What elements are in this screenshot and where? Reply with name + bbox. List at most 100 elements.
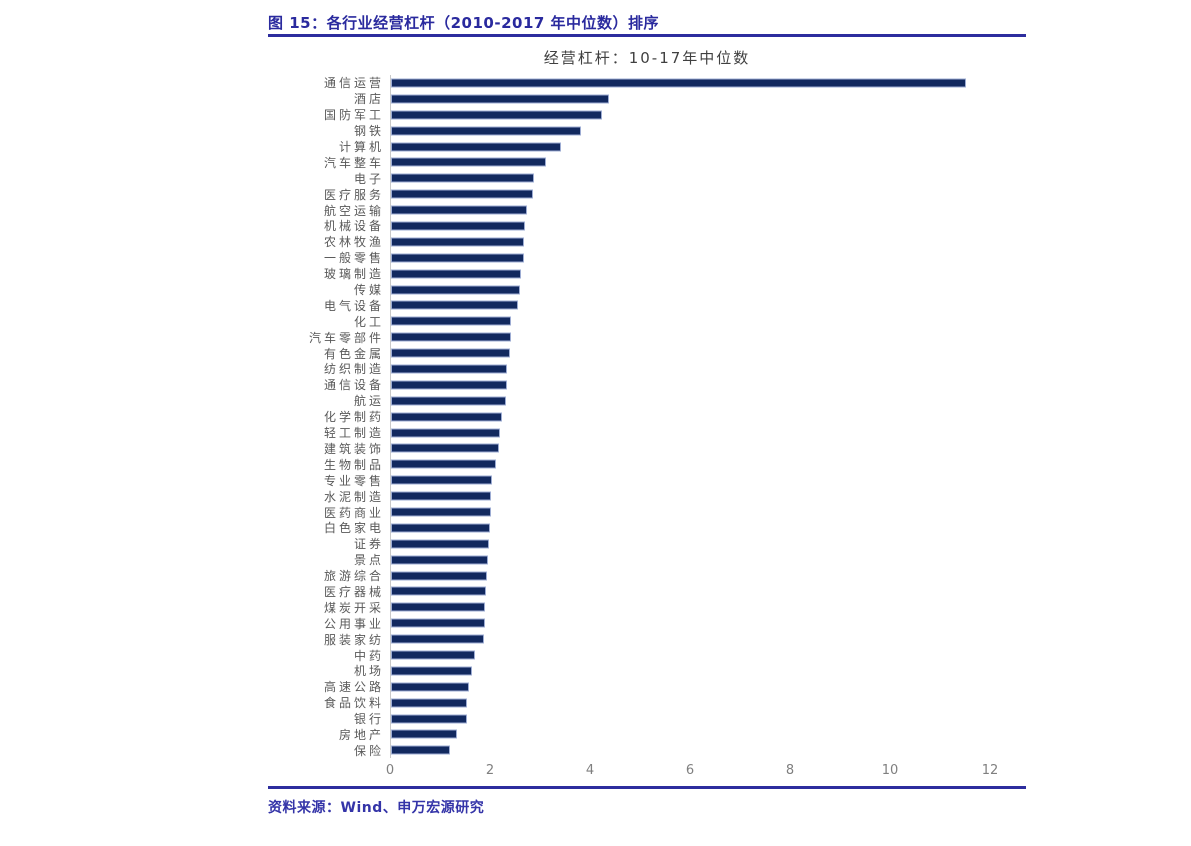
- x-tick-label: 0: [385, 763, 395, 779]
- chart-row: 航运: [268, 392, 1026, 409]
- bar: [391, 221, 525, 231]
- chart-row: 高速公路: [268, 678, 1026, 695]
- bar-track: [390, 392, 990, 409]
- bar: [391, 555, 488, 565]
- bar-track: [390, 408, 990, 425]
- category-label: 水泥制造: [323, 489, 384, 504]
- bar: [391, 173, 534, 183]
- bar: [391, 714, 467, 724]
- bar-track: [390, 599, 990, 616]
- bar-track: [390, 488, 990, 505]
- bar: [391, 491, 491, 501]
- x-tick-label: 12: [981, 763, 999, 779]
- bar-track: [390, 535, 990, 552]
- category-label: 房地产: [338, 727, 384, 742]
- category-label: 证券: [353, 537, 384, 552]
- bar: [391, 237, 524, 247]
- bar: [391, 189, 533, 199]
- bar-track: [390, 662, 990, 679]
- category-label: 机械设备: [323, 219, 384, 234]
- bar: [391, 475, 492, 485]
- bar-track: [390, 472, 990, 489]
- chart-row: 保险: [268, 742, 1026, 759]
- bar-track: [390, 742, 990, 759]
- bar-track: [390, 90, 990, 107]
- bar-track: [390, 345, 990, 362]
- bar: [391, 666, 472, 676]
- chart-row: 纺织制造: [268, 361, 1026, 377]
- bar: [391, 634, 484, 644]
- category-label: 保险: [353, 743, 384, 758]
- category-label: 汽车整车: [323, 155, 384, 170]
- category-label: 银行: [353, 712, 384, 727]
- category-label: 玻璃制造: [323, 267, 384, 282]
- chart-row: 机场: [268, 662, 1026, 679]
- chart-row: 白色家电: [268, 519, 1026, 536]
- category-label: 化工: [353, 314, 384, 329]
- category-label: 医疗服务: [323, 187, 384, 202]
- bar-track: [390, 297, 990, 314]
- figure-bottom-divider: [268, 786, 1026, 790]
- bar: [391, 94, 609, 104]
- chart-row: 服装家纺: [268, 631, 1026, 648]
- chart-title: 经营杠杆：10-17年中位数: [543, 49, 751, 67]
- bar: [391, 571, 487, 581]
- bar: [391, 412, 502, 422]
- chart-row: 生物制品: [268, 456, 1026, 473]
- bar-track: [390, 202, 990, 219]
- chart-row: 化学制药: [268, 408, 1026, 425]
- category-label: 电气设备: [323, 298, 384, 313]
- plot-area: 通信运营 酒店 国防军工 钢铁 计算机 汽车整车 电子 医疗服务 航空运输 机械设备 农林牧渔 一般零…: [268, 75, 1026, 759]
- chart-row: 电气设备: [268, 297, 1026, 314]
- bar-track: [390, 424, 990, 441]
- bar-track: [390, 329, 990, 346]
- category-label: 汽车零部件: [308, 330, 384, 345]
- category-label: 航空运输: [323, 203, 384, 218]
- bar: [391, 586, 486, 596]
- x-tick-label: 2: [485, 763, 495, 779]
- bar: [391, 507, 491, 517]
- category-label: 白色家电: [323, 521, 384, 536]
- chart-row: 国防军工: [268, 106, 1026, 123]
- chart-row: 建筑装饰: [268, 440, 1026, 457]
- bar-track: [390, 440, 990, 457]
- chart-row: 电子: [268, 170, 1026, 187]
- category-label: 一般零售: [323, 251, 384, 266]
- bar: [391, 110, 602, 120]
- bar: [391, 157, 546, 167]
- bar: [391, 316, 511, 326]
- bar: [391, 142, 561, 151]
- chart-row: 轻工制造: [268, 424, 1026, 441]
- bar-track: [390, 376, 990, 393]
- chart-row: 中药: [268, 647, 1026, 663]
- category-label: 酒店: [353, 92, 384, 107]
- category-label: 专业零售: [323, 473, 384, 488]
- chart-row: 航空运输: [268, 202, 1026, 219]
- x-tick-label: 8: [785, 763, 795, 779]
- bar-track: [390, 265, 990, 282]
- bar-track: [390, 567, 990, 584]
- bar-chart: 经营杠杆：10-17年中位数 通信运营 酒店 国防军工 钢铁 计算机 汽车整车 电子 医疗服务…: [268, 37, 1026, 786]
- category-label: 旅游综合: [323, 569, 384, 584]
- bar: [391, 602, 485, 612]
- bar-track: [390, 218, 990, 234]
- bar: [391, 285, 520, 295]
- bar-track: [390, 551, 990, 568]
- chart-row: 通信运营: [268, 75, 1026, 91]
- source-note: 资料来源：Wind、申万宏源研究: [268, 800, 485, 817]
- bar-track: [390, 678, 990, 695]
- bar-track: [390, 154, 990, 171]
- category-label: 有色金属: [323, 346, 384, 361]
- bar-track: [390, 615, 990, 632]
- bar: [391, 428, 500, 438]
- category-label: 航运: [353, 394, 384, 409]
- bar: [391, 618, 485, 628]
- bar: [391, 459, 496, 469]
- chart-row: 传媒: [268, 281, 1026, 298]
- bar: [391, 269, 521, 279]
- chart-row: 医疗服务: [268, 186, 1026, 203]
- figure-block: 图 15：各行业经营杠杆（2010-2017 年中位数）排序 经营杠杆：10-1…: [268, 13, 1026, 817]
- chart-row: 房地产: [268, 726, 1026, 743]
- bar-track: [390, 313, 990, 330]
- x-tick-label: 4: [585, 763, 595, 779]
